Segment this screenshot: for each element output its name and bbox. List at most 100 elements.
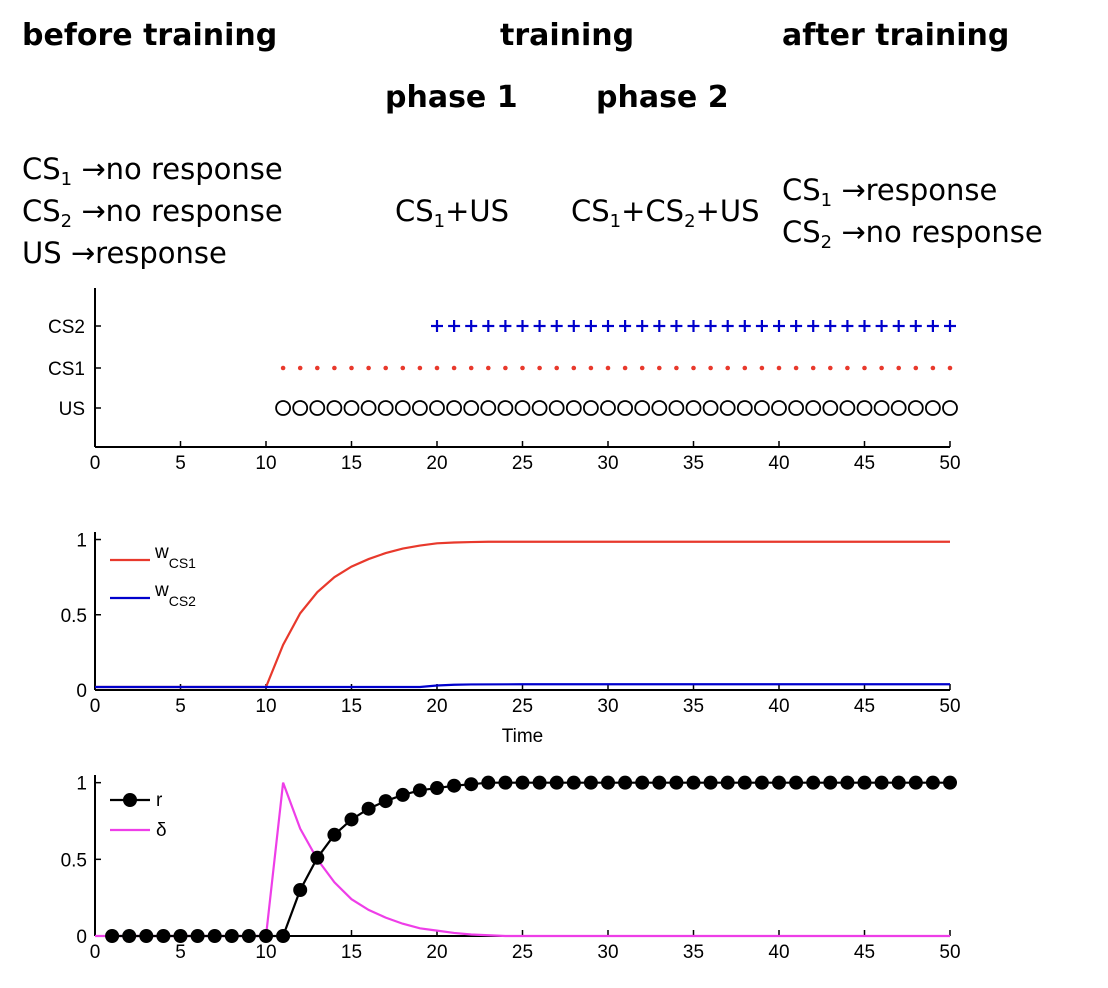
response-x-tick-label: 50 [939, 942, 960, 963]
marker-cs1 [297, 365, 303, 371]
marker-cs1 [708, 365, 713, 371]
marker-cs1 [605, 365, 611, 371]
marker-us [480, 400, 497, 416]
legend-marker [123, 793, 137, 807]
marker-cs2 [653, 320, 666, 332]
marker-cs1 [451, 365, 457, 371]
stimuli-x-tick-label: 25 [512, 453, 533, 474]
marker-cs2 [790, 320, 803, 332]
before-training-description: CS1 →no response CS2 →no response US →re… [22, 148, 283, 274]
marker-r [190, 929, 205, 943]
marker-r [772, 775, 786, 790]
marker-r [310, 850, 325, 865]
marker-us [394, 400, 411, 416]
marker-r [259, 929, 273, 943]
marker-us [446, 400, 463, 416]
response-y-tick-label: 0.5 [61, 850, 87, 871]
marker-us [411, 400, 428, 416]
marker-cs2 [499, 320, 512, 332]
marker-us [326, 400, 343, 416]
series-line-r [112, 781, 950, 938]
series-line-delta [95, 782, 950, 938]
marker-us [822, 400, 839, 416]
series-cs2 [431, 320, 956, 332]
marker-us [343, 400, 360, 416]
marker-cs2 [602, 320, 614, 332]
weights-legend: wCS1 wCS2 [110, 542, 196, 609]
marker-cs2 [448, 320, 461, 332]
response-x-tick-label: 25 [512, 942, 533, 963]
marker-r [874, 775, 889, 790]
series-markers-r [105, 775, 957, 943]
marker-us [754, 400, 770, 416]
marker-cs1 [571, 365, 577, 371]
marker-r [395, 787, 410, 802]
marker-cs1 [417, 365, 423, 371]
stimuli-x-tick-label: 50 [939, 453, 960, 474]
marker-cs1 [588, 365, 594, 371]
response-x-tick-label: 5 [175, 942, 186, 963]
marker-cs1 [657, 365, 662, 371]
marker-us [788, 400, 804, 416]
marker-r [789, 775, 804, 790]
marker-cs1 [366, 365, 371, 371]
response-x-tick-label: 10 [255, 942, 276, 963]
marker-cs2 [892, 320, 905, 332]
marker-r [703, 775, 718, 790]
marker-us [702, 400, 719, 416]
marker-us [463, 400, 480, 416]
legend-label: wCS2 [154, 580, 196, 609]
marker-cs2 [738, 320, 751, 332]
marker-us [736, 400, 753, 416]
marker-us [292, 400, 309, 416]
marker-r [549, 775, 564, 790]
weights-x-tick-label: 35 [683, 696, 704, 717]
marker-cs2 [807, 320, 820, 332]
marker-cs1 [349, 365, 354, 371]
marker-cs1 [520, 365, 525, 371]
after-line-cs1: CS1 →response [782, 173, 998, 211]
header-training: training [500, 18, 635, 53]
marker-cs2 [841, 320, 854, 332]
weights-x-tick-label: 25 [512, 696, 533, 717]
marker-us [942, 400, 958, 416]
marker-cs1 [810, 365, 816, 371]
response-x-tick-label: 15 [341, 942, 362, 963]
marker-cs1 [468, 365, 474, 371]
marker-cs1 [434, 365, 440, 371]
marker-cs1 [776, 365, 782, 371]
marker-us [668, 400, 685, 416]
marker-cs1 [400, 365, 406, 371]
marker-r [515, 775, 530, 790]
weights-x-tick-label: 30 [597, 696, 618, 717]
marker-cs1 [759, 365, 765, 371]
series-us [275, 400, 958, 416]
legend-label: r [156, 790, 163, 811]
response-legend: rδ [110, 790, 167, 841]
weights-x-tick-label: 20 [426, 696, 447, 717]
marker-cs1 [332, 365, 337, 371]
marker-r [686, 775, 701, 790]
marker-cs1 [930, 365, 936, 371]
header-phase-1: phase 1 [385, 80, 518, 115]
marker-r [464, 777, 479, 792]
marker-us [548, 400, 565, 416]
marker-r [891, 775, 906, 790]
marker-r [908, 775, 923, 790]
marker-cs1 [862, 365, 867, 371]
marker-us [583, 400, 599, 416]
after-training-description: CS1 →response CS2 →no response [782, 169, 1043, 253]
marker-r [498, 775, 513, 790]
marker-r [481, 775, 496, 790]
marker-cs1 [793, 365, 799, 371]
phase-2-stimulus: CS1+CS2+US [571, 194, 760, 232]
marker-cs1 [725, 365, 730, 371]
marker-us [377, 400, 394, 416]
marker-r [207, 929, 222, 943]
series-cs1 [280, 365, 953, 371]
header-before-training: before training [22, 18, 278, 53]
marker-us [634, 400, 651, 416]
marker-cs2 [755, 320, 768, 332]
marker-cs1 [742, 365, 748, 371]
weights-x-tick-label: 10 [255, 696, 276, 717]
